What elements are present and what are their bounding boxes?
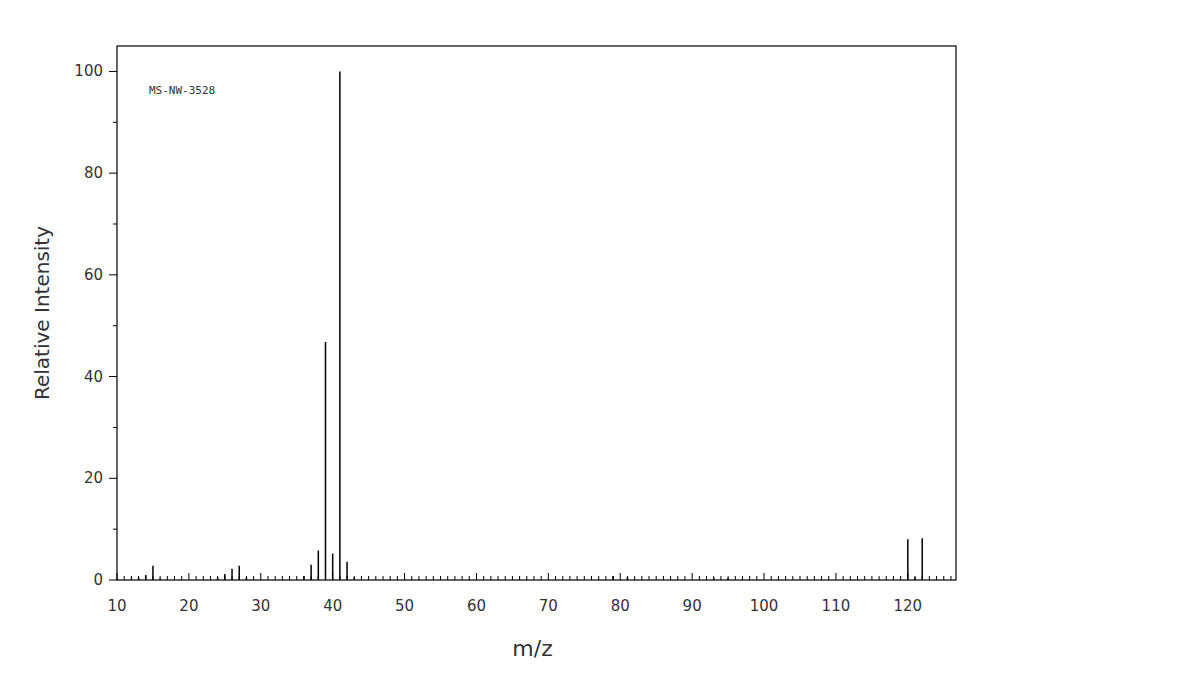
y-tick [109,71,117,72]
y-tick-label: 20 [84,469,103,487]
x-tick [907,573,908,580]
x-tick-label: 60 [467,597,486,615]
x-axis-label: m/z [512,636,552,661]
peak [152,566,154,580]
x-tick-label: 40 [323,597,342,615]
x-tick [835,573,836,580]
y-tick [109,274,117,275]
x-tick-label: 10 [107,597,126,615]
x-tick [404,573,405,580]
x-tick [620,573,621,580]
peak [145,575,147,580]
x-tick-label: 20 [179,597,198,615]
x-tick [188,573,189,580]
y-tick-label: 80 [84,164,103,182]
peak [339,71,341,580]
peak [238,566,240,580]
x-tick [332,573,333,580]
x-tick [548,573,549,580]
peak [231,569,233,580]
peak [346,562,348,580]
background [0,0,1200,689]
x-tick [260,573,261,580]
x-tick-label: 90 [683,597,702,615]
peak [325,342,327,580]
y-tick [109,478,117,479]
x-tick-label: 100 [750,597,779,615]
peak [332,554,334,580]
y-tick-label: 60 [84,266,103,284]
x-tick-label: 120 [894,597,923,615]
y-tick-label: 100 [74,62,103,80]
peak [612,576,614,580]
peaks [131,71,922,580]
x-tick-label: 110 [822,597,851,615]
y-tick [109,376,117,377]
peak [907,539,909,580]
peak [310,565,312,580]
x-tick-label: 70 [539,597,558,615]
y-tick-label: 40 [84,368,103,386]
x-tick-label: 50 [395,597,414,615]
y-axis-label: Relative Intensity [30,226,54,400]
chart: 10 20 30 40 50 60 70 80 90 100 110 120 0 20 40 60 80 100 M… [0,0,1200,689]
y-tick [109,580,117,581]
peak [224,574,226,580]
x-tick [476,573,477,580]
x-tick [692,573,693,580]
peak [303,576,305,580]
y-tick [109,173,117,174]
annotation: MS-NW-3528 [149,84,215,97]
x-tick-label: 30 [251,597,270,615]
x-tick [764,573,765,580]
x-tick-label: 80 [611,597,630,615]
y-tick-label: 0 [93,571,103,589]
peak [921,538,923,580]
frame [117,46,956,580]
peak [318,551,320,580]
